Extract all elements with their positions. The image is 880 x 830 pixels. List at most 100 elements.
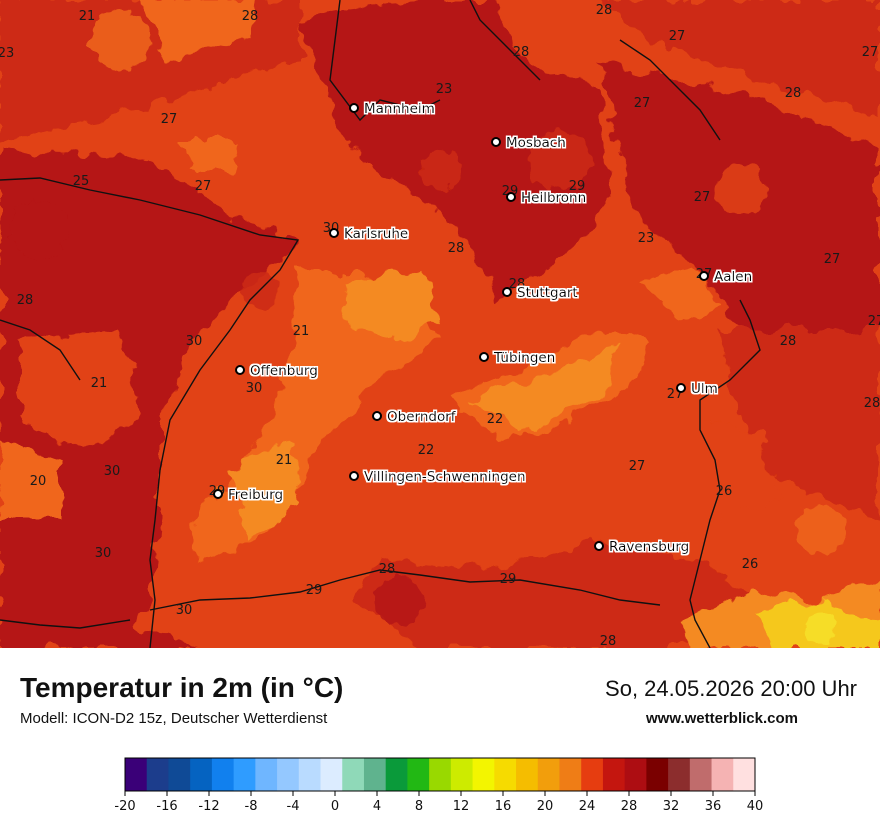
temperature-value: 26 [742, 557, 759, 572]
city-dot [349, 471, 359, 481]
temperature-value: 27 [634, 96, 651, 111]
temperature-value: 21 [293, 324, 310, 339]
temperature-value: 27 [868, 314, 880, 329]
legend-swatch [689, 758, 713, 791]
city-name: Ravensburg [609, 539, 689, 555]
city-dot [699, 271, 709, 281]
legend-swatch [298, 758, 322, 791]
city-name: Stuttgart [517, 285, 578, 301]
city-name: Offenburg [250, 363, 318, 379]
temperature-value: 28 [864, 396, 880, 411]
city-marker: Karlsruhe [329, 226, 408, 242]
temperature-value: 28 [600, 634, 617, 648]
temperature-value: 27 [629, 459, 646, 474]
temperature-value: 28 [509, 277, 526, 292]
city-dot [479, 352, 489, 362]
legend-tick-label: 36 [705, 799, 722, 814]
temperature-value: 28 [448, 241, 465, 256]
legend-tick-label: -8 [245, 799, 258, 814]
legend-swatch [233, 758, 256, 791]
city-dot [329, 228, 339, 238]
legend-tick-label: 4 [373, 799, 381, 814]
legend-tick-label: 40 [747, 799, 764, 814]
temperature-value: 20 [30, 474, 47, 489]
legend-swatch [363, 758, 387, 791]
temperature-value: 22 [487, 412, 504, 427]
city-marker: Ulm [676, 381, 718, 397]
legend-swatch [342, 758, 365, 791]
legend-swatch [646, 758, 669, 791]
city-name: Ulm [691, 381, 718, 397]
city-dot [349, 103, 359, 113]
temperature-value: 30 [176, 603, 193, 618]
legend-tick-label: -20 [114, 799, 135, 814]
legend-swatch [255, 758, 278, 791]
legend-swatch [494, 758, 517, 791]
city-name: Villingen-Schwenningen [364, 469, 526, 485]
color-legend: -20 -16 -12 -8 -4 0 4 8 12 16 20 24 28 32 36 40 [114, 757, 764, 814]
temperature-value: 30 [104, 464, 121, 479]
temperature-value: 28 [780, 334, 797, 349]
city-marker: Aalen [699, 269, 752, 285]
city-dot [235, 365, 245, 375]
legend-tick-label: 0 [331, 799, 339, 814]
temperature-value: 28 [596, 3, 613, 18]
temperature-value: 30 [95, 546, 112, 561]
website-link[interactable]: www.wetterblick.com [646, 710, 798, 727]
city-marker: Tübingen [479, 350, 555, 366]
legend-tick-label: 28 [621, 799, 638, 814]
legend-swatch [581, 758, 604, 791]
city-name: Oberndorf [387, 409, 457, 425]
city-dot [594, 541, 604, 551]
legend-swatch [429, 758, 452, 791]
temperature-value: 27 [161, 112, 178, 127]
legend-swatch [125, 758, 148, 791]
legend-swatch [711, 758, 734, 791]
city-dot [491, 137, 501, 147]
legend-swatch [668, 758, 691, 791]
temperature-value: 28 [379, 562, 396, 577]
temperature-value: 23 [638, 231, 655, 246]
city-name: Karlsruhe [344, 226, 408, 242]
city-dot [213, 489, 223, 499]
temperature-value: 23 [0, 46, 14, 61]
legend-tick-label: -12 [198, 799, 219, 814]
legend-border [124, 757, 756, 792]
legend-swatch [472, 758, 495, 791]
temperature-value: 28 [17, 293, 34, 308]
temperature-value: 29 [500, 572, 517, 587]
temperature-value: 21 [79, 9, 96, 24]
temperature-field [0, 0, 880, 648]
forecast-datetime: So, 24.05.2026 20:00 Uhr [605, 676, 857, 701]
temperature-value: 21 [276, 453, 293, 468]
city-marker: Stuttgart [502, 285, 578, 301]
city-dot [676, 383, 686, 393]
legend-swatch [211, 758, 235, 791]
city-marker: Freiburg [213, 487, 283, 503]
temperature-value: 26 [716, 484, 733, 499]
city-marker: Heilbronn [506, 190, 586, 206]
legend-swatch [385, 758, 408, 791]
legend-swatch [146, 758, 169, 791]
legend-swatch [168, 758, 191, 791]
legend-tick-label: 8 [415, 799, 423, 814]
temperature-value: 30 [186, 334, 203, 349]
legend-swatch [320, 758, 343, 791]
model-info: Modell: ICON-D2 15z, Deutscher Wetterdie… [20, 710, 328, 727]
city-name: Tübingen [493, 350, 555, 366]
legend-swatch [516, 758, 539, 791]
legend-tick-label: 24 [579, 799, 596, 814]
city-name: Mosbach [506, 135, 566, 151]
legend-swatch [450, 758, 474, 791]
temperature-value: 29 [306, 583, 323, 598]
city-marker: Mosbach [491, 135, 566, 151]
temperature-value: 30 [246, 381, 263, 396]
legend-swatch [733, 758, 756, 791]
legend-swatch [537, 758, 560, 791]
legend-tick-label: -4 [287, 799, 300, 814]
temperature-value: 22 [418, 443, 435, 458]
temperature-value: 28 [785, 86, 802, 101]
legend-tick-label: 12 [453, 799, 470, 814]
city-name: Aalen [714, 269, 752, 285]
legend-swatch [407, 758, 430, 791]
